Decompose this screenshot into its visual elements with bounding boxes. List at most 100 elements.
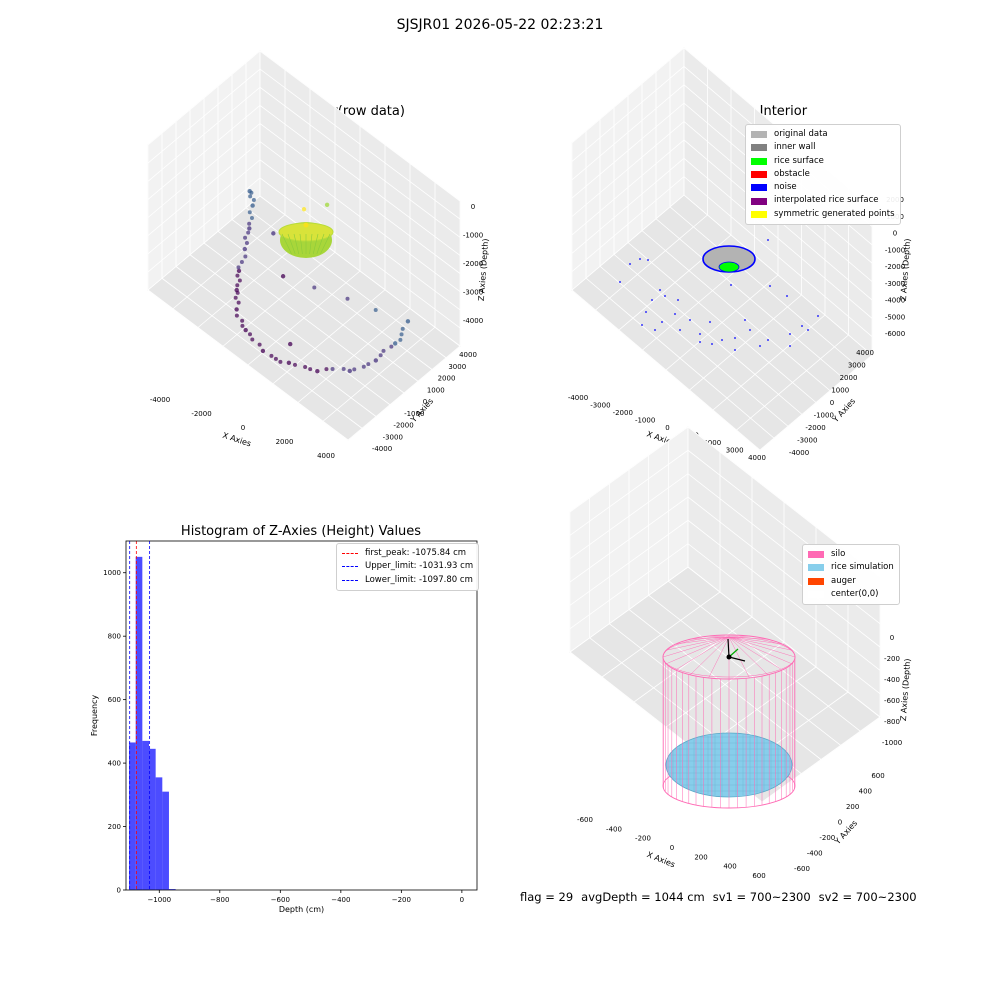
plot4-xlabel: X Axies xyxy=(646,850,677,869)
plot1-xtick-label: 2000 xyxy=(276,438,294,446)
plot2-noise-point xyxy=(679,329,681,331)
plot1-surface-mesh xyxy=(293,233,300,255)
legend-item-first-peak: first_peak: -1075.84 cm xyxy=(342,547,473,560)
plot1-data-point xyxy=(399,332,404,337)
plot2-ytick-label: -1000 xyxy=(814,412,834,420)
plot4-silo-roof-line xyxy=(666,636,730,651)
legend-item-upper-limit: Upper_limit: -1031.93 cm xyxy=(342,560,473,573)
plot3-xtick-label: −400 xyxy=(331,896,350,904)
plot1-data-point xyxy=(288,341,293,347)
legend-item-rice-surface: rice surface xyxy=(751,155,895,168)
plot2-noise-point xyxy=(769,285,771,287)
plot4-silo-roof-line xyxy=(728,636,792,665)
legend-line xyxy=(342,566,358,568)
plot4-ytick-label: 0 xyxy=(838,819,842,827)
plot1-data-point xyxy=(236,265,241,270)
plot2-noise-point xyxy=(789,345,791,347)
avg-depth-text: avgDepth = 1044 cm xyxy=(581,890,705,904)
plot1-surface-mesh xyxy=(309,233,313,255)
plot2-ztick-label: -5000 xyxy=(885,313,905,321)
plot1-data-point xyxy=(345,296,350,301)
plot1-data-point xyxy=(389,344,394,349)
status-footer: flag = 29 avgDepth = 1044 cm sv1 = 700~230… xyxy=(520,890,925,904)
plot2-ytick-label: -4000 xyxy=(789,449,809,457)
plot1-data-point xyxy=(278,359,283,364)
legend-item-auger: auger xyxy=(808,575,894,588)
plot1-grid-line xyxy=(259,195,461,347)
plot2-grid-line xyxy=(683,194,873,356)
plot1-data-point xyxy=(260,348,266,354)
plot1-ytick-label: 4000 xyxy=(459,351,477,359)
plot2-ytick-label: 4000 xyxy=(856,349,874,357)
plot4-silo-bottom-front xyxy=(662,785,796,809)
legend-swatch xyxy=(808,591,824,599)
plot2-noise-point xyxy=(711,343,713,345)
plot1-surface-mesh xyxy=(281,233,292,255)
plot2-noise-point xyxy=(647,259,649,261)
plot1-data-point xyxy=(269,353,274,358)
plot4-silo-roof-line xyxy=(708,635,730,638)
plot2-grid-line xyxy=(669,206,859,368)
plot1-data-point xyxy=(347,368,352,374)
plot4-silo-roof-line xyxy=(675,636,730,671)
plot2-xtick-label: -1000 xyxy=(635,417,655,425)
plot2-noise-point xyxy=(730,284,732,286)
plot1-data-point xyxy=(286,360,292,366)
plot4-grid-line xyxy=(761,716,881,803)
plot1-data-point xyxy=(293,362,297,367)
plot3-hist-bar xyxy=(135,556,143,890)
plot2-ztick-label: 0 xyxy=(893,230,897,238)
plot1-data-point xyxy=(393,341,398,346)
plot2-grid-line xyxy=(627,242,817,403)
plot1-data-point xyxy=(248,332,252,337)
plot2-noise-point xyxy=(654,329,656,331)
legend-swatch xyxy=(751,171,767,179)
legend-swatch xyxy=(751,144,767,152)
plot1-data-point xyxy=(235,273,240,278)
plot1-data-point xyxy=(236,268,242,274)
plot1-data-point xyxy=(271,231,276,236)
legend-line xyxy=(342,553,358,555)
plot1-data-point xyxy=(247,226,252,231)
plot4-xtick-label: 600 xyxy=(752,872,765,880)
plot1-data-point xyxy=(315,368,320,374)
plot2-ztick-label: -2000 xyxy=(885,263,905,271)
legend-item-center: center(0,0) xyxy=(808,588,894,601)
plot1-data-point xyxy=(301,207,307,212)
plot2-noise-point xyxy=(651,299,653,301)
plot2-xtick-label: -2000 xyxy=(613,409,633,417)
plot2-ztick-label: -4000 xyxy=(885,297,905,305)
legend-swatch xyxy=(751,197,767,205)
plot4-silo-roof-line xyxy=(728,635,750,638)
plot1-ztick-label: 0 xyxy=(471,203,475,211)
plot2-noise-point xyxy=(767,339,769,341)
plot1-data-point xyxy=(366,362,371,367)
plot1-ztick-label: -4000 xyxy=(463,317,483,325)
plot1-ytick-label: -1000 xyxy=(404,410,424,418)
plot1-xtick-label: 0 xyxy=(241,424,245,432)
plot4-silo-roof-line xyxy=(728,636,768,675)
plot4-xtick-label: -400 xyxy=(606,825,622,833)
flag-text: flag = 29 xyxy=(520,890,574,904)
legend-item-original-data: original data xyxy=(751,128,895,141)
plot4-xtick-label: 200 xyxy=(694,853,707,861)
plot2-noise-point xyxy=(734,349,736,351)
plot4-ztick-label: 0 xyxy=(890,634,894,642)
plot1-data-point xyxy=(237,278,242,283)
plot1-ytick-label: -2000 xyxy=(393,422,413,430)
plot3-hist-bar xyxy=(148,748,156,890)
plot1-surface-mesh xyxy=(312,233,319,255)
plot2-noise-point xyxy=(807,329,809,331)
plot1-grid-line xyxy=(322,326,436,422)
plot2-ytick-label: -3000 xyxy=(797,437,817,445)
plot1-grid-line xyxy=(217,230,419,382)
plot3-xlabel: Depth (cm) xyxy=(279,905,324,914)
plot1-xlabel: X Axies xyxy=(221,431,252,449)
plot4-ylabel: Y Axies xyxy=(832,819,859,847)
plot4-center-axis-z xyxy=(727,638,730,658)
plot2-ztick-label: -1000 xyxy=(885,246,905,254)
plot2-noise-point xyxy=(645,311,647,313)
plot1-ztick-label: -3000 xyxy=(463,289,483,297)
plot1-ytick-label: 3000 xyxy=(448,363,466,371)
legend-swatch xyxy=(751,184,767,192)
